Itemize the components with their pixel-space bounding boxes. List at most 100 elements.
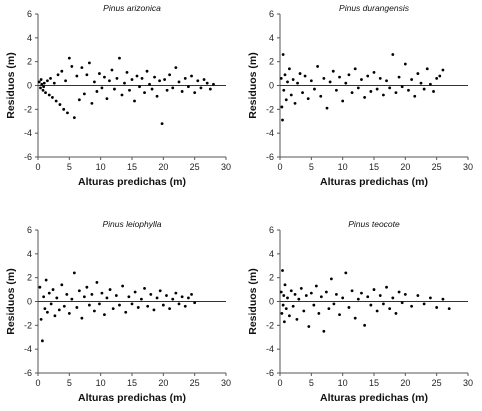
data-point — [111, 307, 115, 311]
data-point — [140, 297, 143, 301]
data-point — [130, 78, 134, 81]
data-point — [90, 292, 94, 296]
data-point — [307, 325, 311, 328]
data-point — [127, 295, 131, 299]
x-tick-label: 30 — [463, 378, 473, 388]
data-point — [289, 289, 293, 293]
data-point — [153, 75, 156, 79]
data-point — [356, 297, 360, 301]
data-point — [413, 94, 417, 98]
y-tick-label: -6 — [24, 368, 32, 378]
data-point — [327, 307, 331, 311]
data-point — [60, 69, 64, 73]
y-tick-label: 0 — [269, 81, 274, 91]
x-tick-label: 20 — [158, 378, 168, 388]
data-point — [180, 90, 184, 93]
x-tick-label: 25 — [432, 378, 442, 388]
data-point — [391, 53, 395, 56]
data-point — [397, 75, 401, 79]
data-point — [378, 294, 382, 297]
x-tick-label: 15 — [127, 378, 137, 388]
data-point — [382, 302, 385, 306]
y-tick-label: 4 — [27, 249, 32, 259]
y-tick-label: 2 — [269, 57, 274, 67]
x-tick-label: 0 — [35, 162, 40, 172]
data-point — [317, 312, 321, 315]
data-point — [303, 74, 307, 78]
data-point — [82, 295, 86, 299]
x-axis-label: Alturas predichas (m) — [320, 392, 428, 404]
scatter-panel: -6 -4 -2 0 2 4 6 0 5 10 15 20 25 30 Pinus teocote Altur… — [247, 219, 473, 404]
data-point — [180, 295, 184, 299]
data-point — [372, 288, 376, 291]
data-point — [135, 74, 139, 78]
y-tick-label: 4 — [269, 249, 274, 259]
data-point — [43, 307, 47, 311]
data-point — [353, 316, 357, 320]
data-point — [46, 79, 49, 83]
data-point — [62, 107, 66, 111]
data-point — [149, 292, 153, 296]
data-point — [288, 314, 291, 318]
data-point — [282, 294, 286, 297]
data-point — [87, 303, 91, 307]
data-point — [39, 86, 42, 90]
data-point — [64, 79, 67, 83]
y-tick-label: 4 — [269, 33, 274, 43]
data-point — [67, 312, 71, 315]
data-point — [177, 80, 181, 84]
data-point — [403, 62, 407, 66]
x-tick-label: 10 — [96, 378, 106, 388]
data-point — [152, 308, 156, 312]
data-point — [212, 82, 215, 86]
data-point — [309, 79, 313, 83]
x-tick-label: 15 — [369, 162, 379, 172]
data-point — [385, 79, 388, 83]
data-point — [425, 67, 429, 71]
data-point — [174, 66, 178, 70]
data-point — [193, 91, 197, 95]
data-point — [429, 296, 432, 300]
data-point — [289, 93, 293, 97]
y-tick-label: -2 — [266, 320, 274, 330]
data-point — [316, 65, 319, 68]
data-point — [385, 285, 388, 289]
data-point — [158, 79, 161, 83]
data-point — [42, 85, 46, 89]
x-tick-label: 20 — [400, 162, 410, 172]
data-point — [286, 80, 289, 84]
y-tick-label: -4 — [24, 128, 32, 138]
data-point — [98, 72, 101, 75]
data-point — [165, 294, 168, 297]
data-point — [44, 278, 48, 282]
y-tick-label: 0 — [27, 81, 32, 91]
x-tick-label: 0 — [35, 378, 40, 388]
data-point — [100, 291, 104, 295]
data-point — [37, 80, 41, 84]
data-point — [40, 339, 44, 343]
data-point — [441, 297, 445, 301]
data-point — [120, 93, 124, 97]
data-point — [165, 88, 169, 92]
data-point — [174, 291, 178, 295]
data-point — [199, 86, 203, 90]
data-point — [283, 73, 287, 77]
x-tick-label: 25 — [432, 162, 442, 172]
x-tick-label: 5 — [309, 378, 314, 388]
data-point — [168, 307, 172, 311]
x-tick-label: 30 — [221, 162, 231, 172]
data-point — [196, 79, 200, 83]
y-tick-label: 2 — [27, 273, 32, 283]
data-point — [75, 306, 79, 309]
data-point — [62, 304, 66, 308]
data-point — [49, 76, 52, 80]
data-point — [93, 309, 96, 313]
x-tick-label: 0 — [277, 162, 282, 172]
data-point — [363, 323, 366, 327]
data-point — [47, 93, 51, 97]
data-point — [77, 98, 81, 102]
data-point — [429, 82, 432, 86]
data-point — [286, 296, 289, 300]
data-point — [279, 290, 283, 294]
data-point — [55, 296, 59, 300]
